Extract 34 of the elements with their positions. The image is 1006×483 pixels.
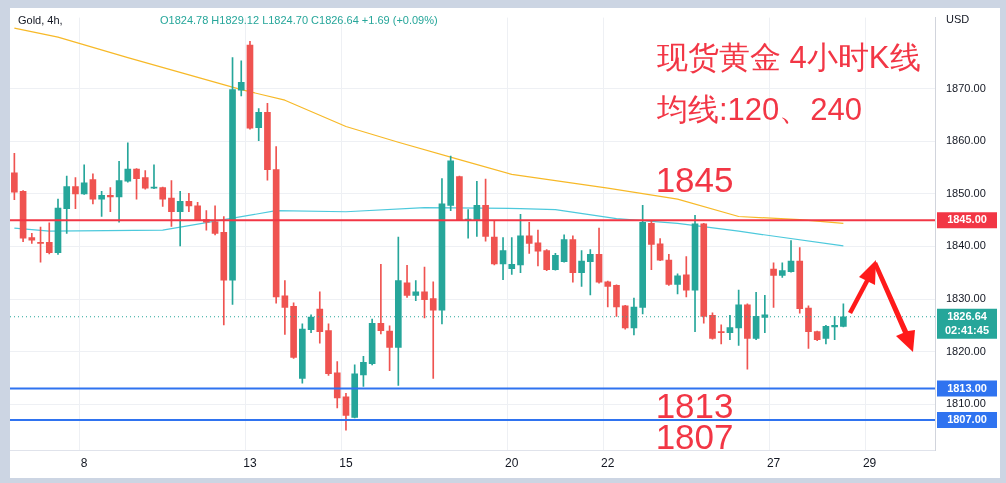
x-tick-label: 27	[766, 456, 781, 471]
x-tick-label: 20	[505, 456, 519, 471]
annotation: O1824.78 H1829.12 L1824.70 C1826.64 +1.69 (+0.09%)	[160, 14, 438, 26]
y-tick-label: 1830.00	[946, 292, 986, 305]
y-tick-label: 1820.00	[946, 344, 986, 357]
x-tick-label: 22	[601, 456, 615, 471]
candlestick	[508, 237, 516, 275]
candlestick	[717, 324, 725, 345]
annotation: 1845	[655, 160, 734, 200]
candlestick	[237, 60, 245, 97]
y-tick-label: 1840.00	[946, 239, 986, 252]
ref-line-label: 1807.00	[947, 413, 987, 426]
y-tick-label: 1870.00	[946, 81, 986, 94]
text: 均线:120、240	[657, 91, 863, 129]
text: 现货黄金 4小时K线	[657, 39, 921, 77]
candlestick	[604, 280, 612, 308]
annotation: Gold, 4h,	[18, 14, 63, 26]
text: 02:41:45	[944, 323, 990, 336]
candlestick	[412, 280, 420, 301]
candlestick	[429, 281, 437, 379]
y-tick-label: 1860.00	[946, 134, 986, 147]
y-tick-label: 1810.00	[946, 397, 986, 410]
ref-line-label: 1826.64	[947, 309, 988, 322]
candlestick	[586, 249, 594, 296]
x-tick-label: 29	[862, 456, 877, 471]
candlestick	[525, 221, 533, 254]
x-tick-label: 8	[80, 456, 88, 471]
x-tick-label: 13	[243, 456, 257, 471]
candlestick	[377, 264, 385, 335]
ref-line-label: 1813.00	[947, 381, 987, 394]
y-tick-label: 1850.00	[946, 186, 986, 199]
y-axis-title: USD	[946, 12, 970, 25]
ref-line-label: 1845.00	[947, 213, 987, 226]
x-tick-label: 15	[339, 456, 353, 471]
